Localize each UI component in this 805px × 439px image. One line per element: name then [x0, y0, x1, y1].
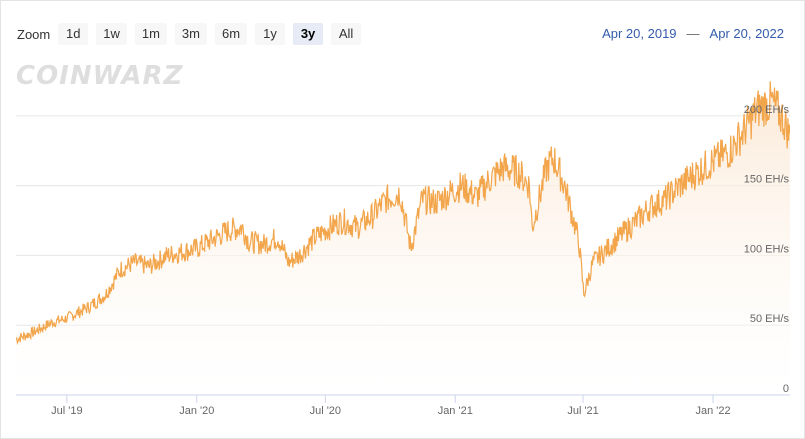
zoom-6m-button[interactable]: 6m — [214, 23, 248, 45]
x-tick-label: Jan '21 — [438, 405, 473, 417]
zoom-3m-button[interactable]: 3m — [174, 23, 207, 45]
range-separator: — — [686, 26, 700, 41]
x-tick-label: Jul '20 — [310, 405, 341, 417]
y-tick-label: 200 EH/s — [744, 104, 790, 116]
x-tick-label: Jul '19 — [51, 405, 82, 417]
zoom-all-button[interactable]: All — [331, 23, 362, 45]
x-axis-ticks: Jul '19 Jan '20 Jul '20 Jan '21 Jul '21 Jan '… — [51, 395, 731, 417]
x-tick-label: Jan '22 — [695, 405, 730, 417]
y-axis-ticks: 0 50 EH/s 100 EH/s 150 EH/s 200 EH/s — [744, 104, 790, 395]
zoom-3y-button[interactable]: 3y — [293, 23, 324, 45]
zoom-1y-button[interactable]: 1y — [255, 23, 286, 45]
zoom-1m-button[interactable]: 1m — [134, 23, 167, 45]
x-tick-label: Jan '20 — [179, 405, 214, 417]
zoom-label: Zoom — [17, 26, 51, 42]
zoom-1w-button[interactable]: 1w — [96, 23, 127, 45]
coinwarz-watermark: COINWARZ — [16, 61, 184, 91]
date-range: Apr 20, 2019 — Apr 20, 2022 — [602, 26, 784, 41]
range-from-input[interactable]: Apr 20, 2019 — [602, 26, 677, 41]
hashrate-area — [16, 81, 790, 395]
y-tick-label: 50 EH/s — [750, 313, 790, 325]
range-selector: Zoom 1d 1w 1m 3m 6m 1y 3y All — [17, 23, 369, 45]
range-to-input[interactable]: Apr 20, 2022 — [709, 26, 784, 41]
zoom-1d-button[interactable]: 1d — [58, 23, 89, 45]
x-tick-label: Jul '21 — [567, 405, 598, 417]
y-tick-label: 100 EH/s — [744, 243, 790, 255]
hashrate-line — [16, 81, 790, 346]
y-tick-label: 0 — [783, 383, 789, 395]
y-tick-label: 150 EH/s — [744, 174, 790, 186]
